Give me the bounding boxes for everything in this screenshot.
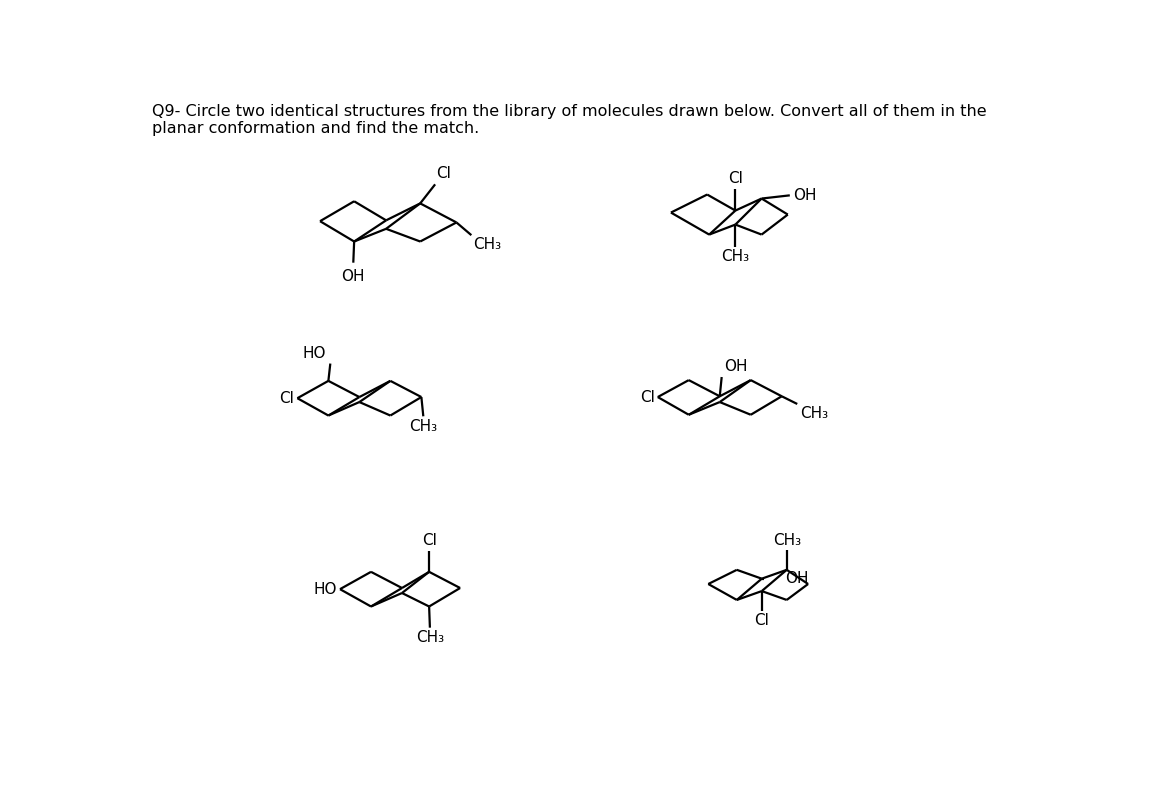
Text: Cl: Cl [755, 613, 769, 628]
Text: Cl: Cl [421, 533, 436, 548]
Text: CH₃: CH₃ [415, 630, 443, 645]
Text: Cl: Cl [280, 390, 295, 406]
Text: Q9- Circle two identical structures from the library of molecules drawn below. C: Q9- Circle two identical structures from… [152, 104, 987, 136]
Text: OH: OH [724, 360, 748, 375]
Text: OH: OH [785, 571, 808, 586]
Text: HO: HO [303, 345, 326, 361]
Text: Cl: Cl [640, 390, 655, 405]
Text: CH₃: CH₃ [722, 249, 750, 264]
Text: Cl: Cl [728, 171, 743, 186]
Text: CH₃: CH₃ [772, 533, 800, 548]
Text: CH₃: CH₃ [800, 406, 828, 421]
Text: CH₃: CH₃ [410, 419, 438, 434]
Text: OH: OH [793, 188, 817, 203]
Text: CH₃: CH₃ [473, 237, 501, 253]
Text: OH: OH [340, 269, 364, 284]
Text: Cl: Cl [436, 166, 452, 181]
Text: HO: HO [314, 582, 337, 597]
